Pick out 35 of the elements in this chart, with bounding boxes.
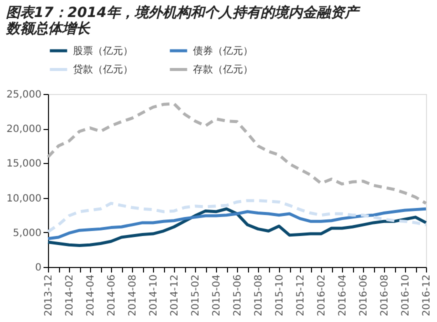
line-series	[46, 207, 428, 240]
legend-label: 存款（亿元）	[193, 64, 253, 76]
legend-label: 股票（亿元）	[73, 46, 133, 57]
x-tick-label: 2015-04	[212, 274, 222, 316]
x-tick-label: 2013-12	[44, 274, 54, 316]
x-tick-label: 2014-12	[170, 274, 180, 316]
text: 数额总体增长	[6, 21, 90, 37]
x-tick-label: 2016-04	[338, 274, 348, 316]
x-tick-label: 2015-06	[232, 274, 244, 316]
y-tick-label: 0	[35, 262, 42, 274]
x-tick-label: 2014-06	[106, 274, 118, 316]
x-tick-label: 2016-10	[400, 274, 412, 316]
y-tick-label: 25,000	[6, 90, 42, 100]
x-tick-label: 2014-02	[64, 274, 76, 316]
y-tick-label: 10,000	[6, 193, 42, 204]
y-tick-label: 20,000	[6, 124, 42, 136]
x-tick-label: 2014-10	[148, 274, 160, 316]
text: 图表17：2014年，境外机构和个人持有的境内金融资产	[6, 5, 358, 21]
line-series	[46, 199, 428, 234]
x-tick-label: 2014-04	[86, 274, 96, 316]
y-tick-label: 5,000	[12, 228, 42, 239]
x-tick-label: 2014-08	[128, 274, 138, 316]
x-tick-label: 2015-10	[274, 274, 286, 316]
legend-label: 贷款（亿元）	[73, 64, 133, 76]
line-series	[46, 102, 428, 205]
x-tick-label: 2016-08	[380, 274, 390, 316]
y-tick-label: 15,000	[6, 158, 42, 170]
x-tick-label: 2015-12	[296, 274, 306, 316]
x-tick-label: 2016-12	[422, 274, 432, 316]
x-tick-label: 2015-02	[190, 274, 202, 316]
legend-label: 债券（亿元）	[193, 44, 253, 57]
x-tick-label: 2016-02	[316, 274, 328, 316]
line-series	[46, 207, 428, 248]
x-tick-label: 2015-08	[254, 274, 264, 316]
x-tick-label: 2016-06	[358, 274, 370, 316]
